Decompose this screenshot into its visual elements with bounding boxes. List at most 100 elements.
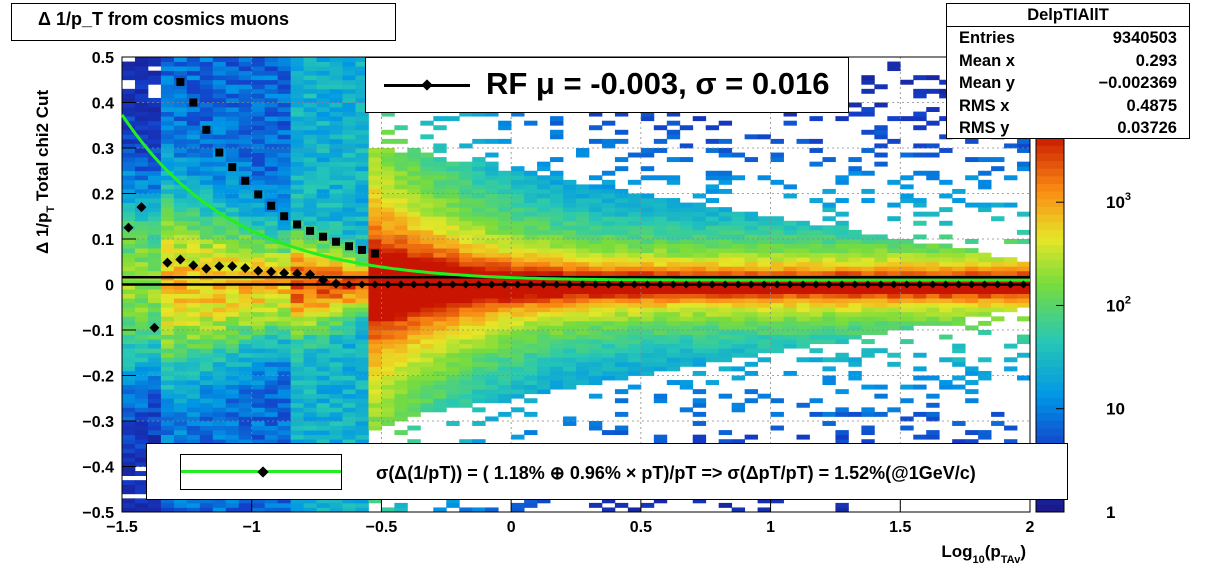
heatmap-cell [342,116,356,122]
heatmap-cell [251,298,266,304]
heatmap-cell [420,343,434,349]
heatmap-cell [355,334,369,340]
heatmap-cell [913,298,927,304]
heatmap-cell [199,193,214,199]
heatmap-cell [731,266,746,272]
heatmap-cell [900,270,914,276]
heatmap-cell [459,325,473,331]
heatmap-cell [199,211,214,217]
heatmap-cell [718,357,733,363]
heatmap-cell [887,66,901,72]
heatmap-cell [537,229,551,235]
color-bar-cell [1036,427,1064,437]
diamond-marker [721,280,730,289]
heatmap-cell [238,430,253,436]
heatmap-cell [718,257,733,263]
diamond-marker [214,261,225,272]
heatmap-cell [251,284,266,290]
heatmap-cell [134,193,149,199]
diamond-marker [149,322,160,333]
heatmap-cell [368,293,382,299]
heatmap-cell [601,225,616,231]
heatmap-cell [225,434,240,440]
heatmap-cell [173,320,188,326]
heatmap-cell [225,216,240,222]
heatmap-cell [550,325,564,331]
heatmap-cell [420,188,434,194]
heatmap-cell [718,261,733,267]
heatmap-cell [472,252,486,258]
heatmap-cell [614,357,629,363]
heatmap-cell [796,266,810,272]
heatmap-cell [173,97,188,103]
heatmap-cell [485,243,499,249]
heatmap-cell [147,166,162,172]
heatmap-cell [238,229,253,235]
heatmap-cell [653,229,668,235]
heatmap-cell [147,170,162,176]
heatmap-cell [511,348,525,354]
heatmap-cell [835,252,849,258]
heatmap-cell [433,257,447,263]
heatmap-cell [381,325,395,331]
heatmap-cell [537,234,551,240]
stats-value: −0.002369 [1098,74,1177,92]
heatmap-cell [679,302,694,308]
heatmap-cell [588,239,603,244]
heatmap-cell [303,302,317,308]
heatmap-cell [199,339,214,345]
heatmap-cell [381,184,395,190]
heatmap-cell [757,316,771,322]
color-bar-cell [1036,206,1064,215]
heatmap-cell [511,325,525,331]
heatmap-cell [498,330,512,335]
heatmap-cell [394,270,408,276]
heatmap-cell [368,188,382,194]
heatmap-cell [537,366,551,372]
heatmap-cell [563,339,577,345]
heatmap-cell [160,143,175,149]
heatmap-cell [822,380,836,385]
heatmap-cell [498,248,512,254]
heatmap-cell [563,234,577,240]
heatmap-cell [614,202,629,208]
color-bar-cell [1036,198,1064,207]
heatmap-cell [498,175,512,181]
heatmap-cell [835,352,849,358]
heatmap-cell [277,416,292,422]
heatmap-cell [212,375,227,381]
heatmap-cell [225,239,240,244]
heatmap-cell [225,330,240,335]
heatmap-cell [550,293,564,299]
heatmap-cell [329,207,343,213]
heatmap-cell [718,207,733,213]
heatmap-cell [952,320,966,326]
heatmap-cell [731,352,746,358]
heatmap-cell [134,452,149,458]
heatmap-cell [199,111,214,117]
heatmap-cell [718,366,733,372]
color-bar-cell [1036,366,1064,375]
heatmap-cell [147,175,162,181]
heatmap-cell [498,184,512,190]
heatmap-cell [355,502,369,508]
heatmap-cell [563,361,577,367]
heatmap-cell [809,316,823,322]
heatmap-cell [640,239,655,244]
heatmap-cell [122,380,136,385]
heatmap-cell [472,334,486,340]
heatmap-cell [874,289,888,294]
heatmap-cell [718,293,733,299]
heatmap-cell [368,402,382,408]
heatmap-cell [576,348,590,354]
heatmap-cell [991,411,1005,417]
heatmap-cell [407,398,421,404]
heatmap-cell [433,289,447,294]
heatmap-cell [316,93,330,99]
heatmap-cell [394,370,408,376]
heatmap-cell [134,484,149,490]
heatmap-cell [342,439,356,445]
heatmap-cell [329,430,343,436]
heatmap-cell [459,170,473,176]
diamond-marker [448,280,457,289]
